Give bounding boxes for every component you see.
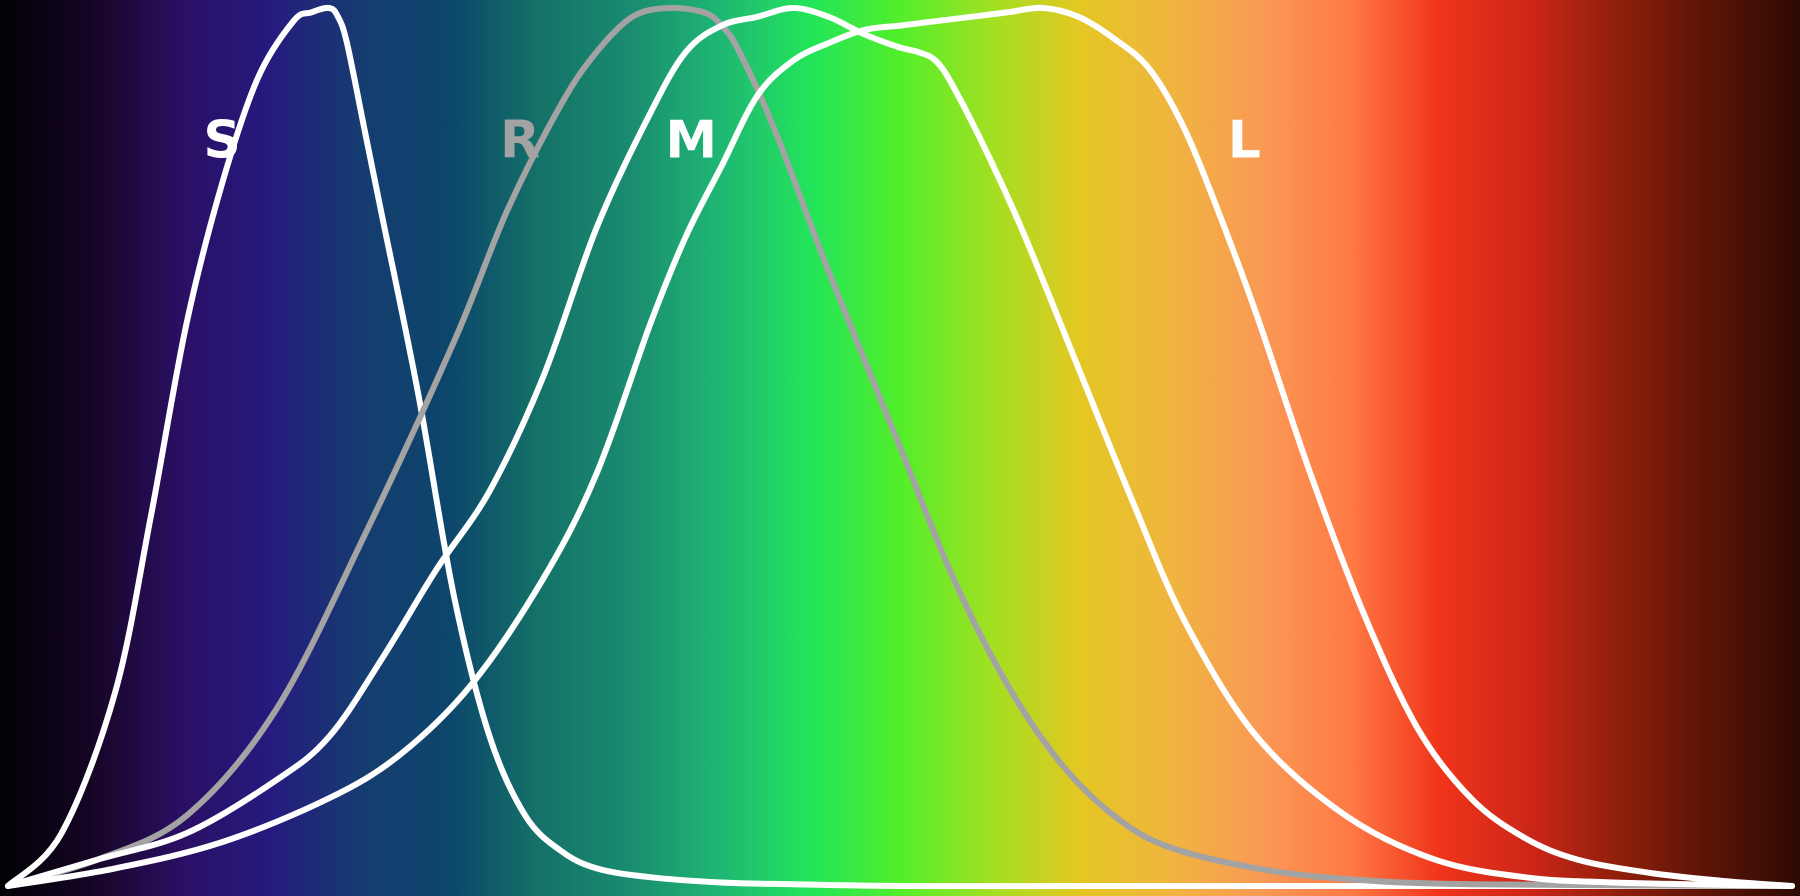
curve-l: [5, 4, 1795, 889]
curve-r: [5, 4, 1795, 889]
label-s: S: [203, 110, 240, 170]
label-r: R: [500, 110, 540, 170]
label-m: M: [665, 110, 717, 170]
curves-layer: [5, 4, 1795, 890]
label-l: L: [1228, 110, 1261, 170]
curve-s: [5, 4, 1795, 890]
